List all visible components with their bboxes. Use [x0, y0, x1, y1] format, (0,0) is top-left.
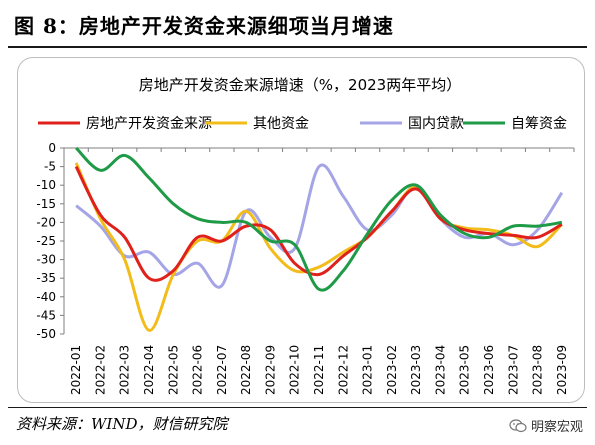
watermark: 明察宏观 — [509, 416, 583, 435]
legend-label: 房地产开发资金来源 — [86, 116, 212, 132]
x-tick-label: 2022-01 — [69, 345, 83, 395]
y-tick-label: -40 — [36, 290, 56, 304]
x-tick-label: 2023-05 — [458, 345, 472, 395]
y-tick-label: 0 — [48, 141, 56, 155]
bottom-divider — [8, 407, 587, 408]
chart-title: 房地产开发资金来源增速（%，2023两年平均） — [139, 76, 461, 94]
x-tick-label: 2022-09 — [263, 345, 277, 395]
y-tick-label: -15 — [36, 197, 56, 211]
y-tick-label: -20 — [36, 215, 56, 229]
figure-title: 图 8：房地产开发资金来源细项当月增速 — [14, 14, 394, 38]
wechat-icon — [509, 418, 527, 432]
x-tick-label: 2022-08 — [239, 345, 253, 395]
legend-item: 房地产开发资金来源 — [38, 116, 212, 132]
x-tick-label: 2022-03 — [118, 345, 132, 395]
legend-label: 国内贷款 — [408, 116, 464, 132]
source-note: 资料来源：WIND，财信研究院 — [16, 415, 228, 433]
y-tick-label: -25 — [36, 234, 56, 248]
x-tick-label: 2023-09 — [555, 345, 569, 395]
x-tick-label: 2022-02 — [93, 345, 107, 395]
y-tick-label: -10 — [36, 178, 56, 192]
x-tick-label: 2023-02 — [385, 345, 399, 395]
x-tick-label: 2022-04 — [142, 345, 156, 395]
series-line — [74, 165, 563, 282]
x-tick-label: 2022-06 — [191, 345, 205, 395]
x-tick-label: 2022-10 — [288, 345, 302, 395]
y-tick-label: -5 — [44, 160, 56, 174]
legend-label: 自筹资金 — [511, 115, 567, 132]
x-tick-label: 2022-11 — [312, 345, 326, 395]
x-tick-label: 2023-01 — [361, 345, 375, 395]
y-tick-label: -50 — [36, 327, 56, 341]
series-line — [75, 146, 563, 292]
top-divider — [8, 46, 587, 48]
x-tick-label: 2023-06 — [482, 345, 496, 395]
legend-item: 国内贷款 — [360, 116, 464, 132]
x-tick-label: 2022-07 — [215, 345, 229, 395]
x-tick-label: 2023-03 — [409, 345, 423, 395]
x-tick-label: 2022-12 — [336, 345, 350, 395]
x-tick-label: 2022-05 — [166, 345, 180, 395]
y-tick-label: -45 — [36, 308, 56, 322]
watermark-label: 明察宏观 — [530, 420, 583, 435]
legend-item: 其他资金 — [205, 116, 309, 132]
y-tick-label: -35 — [36, 271, 56, 285]
y-tick-label: -30 — [36, 253, 56, 267]
legend-item: 自筹资金 — [463, 115, 567, 132]
legend-label: 其他资金 — [253, 116, 309, 132]
series-line — [75, 163, 564, 289]
x-tick-label: 2023-07 — [506, 345, 520, 395]
x-tick-label: 2023-08 — [531, 345, 545, 395]
series-line — [74, 162, 563, 332]
x-tick-label: 2023-04 — [433, 345, 447, 395]
